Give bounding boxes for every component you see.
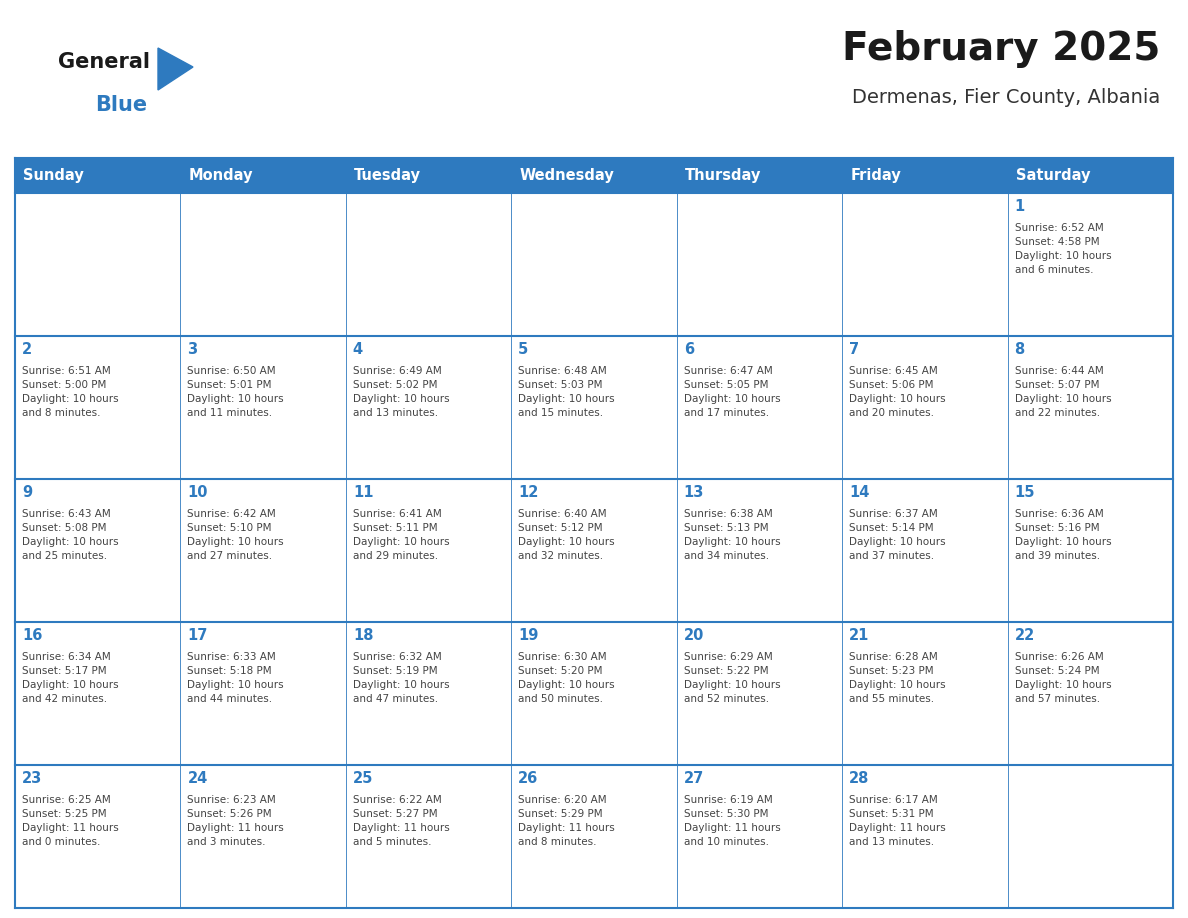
Text: Sunrise: 6:17 AM
Sunset: 5:31 PM
Daylight: 11 hours
and 13 minutes.: Sunrise: 6:17 AM Sunset: 5:31 PM Dayligh…: [849, 795, 946, 847]
Text: 19: 19: [518, 628, 538, 643]
Text: Sunrise: 6:25 AM
Sunset: 5:25 PM
Daylight: 11 hours
and 0 minutes.: Sunrise: 6:25 AM Sunset: 5:25 PM Dayligh…: [23, 795, 119, 847]
Text: 25: 25: [353, 771, 373, 786]
Text: 12: 12: [518, 485, 538, 500]
Text: Sunrise: 6:42 AM
Sunset: 5:10 PM
Daylight: 10 hours
and 27 minutes.: Sunrise: 6:42 AM Sunset: 5:10 PM Dayligh…: [188, 509, 284, 561]
Text: 7: 7: [849, 342, 859, 357]
Text: Wednesday: Wednesday: [519, 168, 614, 183]
Text: 15: 15: [1015, 485, 1035, 500]
Text: Sunrise: 6:19 AM
Sunset: 5:30 PM
Daylight: 11 hours
and 10 minutes.: Sunrise: 6:19 AM Sunset: 5:30 PM Dayligh…: [684, 795, 781, 847]
Text: Tuesday: Tuesday: [354, 168, 421, 183]
Text: Sunrise: 6:50 AM
Sunset: 5:01 PM
Daylight: 10 hours
and 11 minutes.: Sunrise: 6:50 AM Sunset: 5:01 PM Dayligh…: [188, 366, 284, 418]
Text: Sunrise: 6:20 AM
Sunset: 5:29 PM
Daylight: 11 hours
and 8 minutes.: Sunrise: 6:20 AM Sunset: 5:29 PM Dayligh…: [518, 795, 615, 847]
Text: 21: 21: [849, 628, 870, 643]
Text: 5: 5: [518, 342, 529, 357]
Text: Sunrise: 6:26 AM
Sunset: 5:24 PM
Daylight: 10 hours
and 57 minutes.: Sunrise: 6:26 AM Sunset: 5:24 PM Dayligh…: [1015, 652, 1111, 704]
Text: Sunrise: 6:37 AM
Sunset: 5:14 PM
Daylight: 10 hours
and 37 minutes.: Sunrise: 6:37 AM Sunset: 5:14 PM Dayligh…: [849, 509, 946, 561]
Text: 17: 17: [188, 628, 208, 643]
Text: Sunday: Sunday: [23, 168, 83, 183]
Text: Sunrise: 6:36 AM
Sunset: 5:16 PM
Daylight: 10 hours
and 39 minutes.: Sunrise: 6:36 AM Sunset: 5:16 PM Dayligh…: [1015, 509, 1111, 561]
Text: 14: 14: [849, 485, 870, 500]
Text: Sunrise: 6:33 AM
Sunset: 5:18 PM
Daylight: 10 hours
and 44 minutes.: Sunrise: 6:33 AM Sunset: 5:18 PM Dayligh…: [188, 652, 284, 704]
Text: Sunrise: 6:49 AM
Sunset: 5:02 PM
Daylight: 10 hours
and 13 minutes.: Sunrise: 6:49 AM Sunset: 5:02 PM Dayligh…: [353, 366, 449, 418]
Text: 4: 4: [353, 342, 364, 357]
Text: 11: 11: [353, 485, 373, 500]
Text: 9: 9: [23, 485, 32, 500]
Text: Sunrise: 6:41 AM
Sunset: 5:11 PM
Daylight: 10 hours
and 29 minutes.: Sunrise: 6:41 AM Sunset: 5:11 PM Dayligh…: [353, 509, 449, 561]
Text: Sunrise: 6:44 AM
Sunset: 5:07 PM
Daylight: 10 hours
and 22 minutes.: Sunrise: 6:44 AM Sunset: 5:07 PM Dayligh…: [1015, 366, 1111, 418]
Text: Sunrise: 6:38 AM
Sunset: 5:13 PM
Daylight: 10 hours
and 34 minutes.: Sunrise: 6:38 AM Sunset: 5:13 PM Dayligh…: [684, 509, 781, 561]
Text: 20: 20: [684, 628, 704, 643]
Text: Sunrise: 6:30 AM
Sunset: 5:20 PM
Daylight: 10 hours
and 50 minutes.: Sunrise: 6:30 AM Sunset: 5:20 PM Dayligh…: [518, 652, 615, 704]
Text: Sunrise: 6:43 AM
Sunset: 5:08 PM
Daylight: 10 hours
and 25 minutes.: Sunrise: 6:43 AM Sunset: 5:08 PM Dayligh…: [23, 509, 119, 561]
Text: Sunrise: 6:47 AM
Sunset: 5:05 PM
Daylight: 10 hours
and 17 minutes.: Sunrise: 6:47 AM Sunset: 5:05 PM Dayligh…: [684, 366, 781, 418]
Text: 6: 6: [684, 342, 694, 357]
Text: 2: 2: [23, 342, 32, 357]
Text: 8: 8: [1015, 342, 1025, 357]
Text: February 2025: February 2025: [841, 30, 1159, 68]
Text: 10: 10: [188, 485, 208, 500]
Text: Thursday: Thursday: [684, 168, 762, 183]
Text: 3: 3: [188, 342, 197, 357]
Text: 26: 26: [518, 771, 538, 786]
Text: 27: 27: [684, 771, 704, 786]
Text: 18: 18: [353, 628, 373, 643]
Text: 24: 24: [188, 771, 208, 786]
Text: Monday: Monday: [189, 168, 253, 183]
Text: Blue: Blue: [95, 95, 147, 115]
Text: Friday: Friday: [851, 168, 901, 183]
Text: 16: 16: [23, 628, 43, 643]
Text: Sunrise: 6:51 AM
Sunset: 5:00 PM
Daylight: 10 hours
and 8 minutes.: Sunrise: 6:51 AM Sunset: 5:00 PM Dayligh…: [23, 366, 119, 418]
Text: Saturday: Saturday: [1016, 168, 1091, 183]
Text: Sunrise: 6:23 AM
Sunset: 5:26 PM
Daylight: 11 hours
and 3 minutes.: Sunrise: 6:23 AM Sunset: 5:26 PM Dayligh…: [188, 795, 284, 847]
Text: Sunrise: 6:28 AM
Sunset: 5:23 PM
Daylight: 10 hours
and 55 minutes.: Sunrise: 6:28 AM Sunset: 5:23 PM Dayligh…: [849, 652, 946, 704]
Text: Dermenas, Fier County, Albania: Dermenas, Fier County, Albania: [852, 88, 1159, 107]
Text: Sunrise: 6:34 AM
Sunset: 5:17 PM
Daylight: 10 hours
and 42 minutes.: Sunrise: 6:34 AM Sunset: 5:17 PM Dayligh…: [23, 652, 119, 704]
Text: 22: 22: [1015, 628, 1035, 643]
Text: Sunrise: 6:32 AM
Sunset: 5:19 PM
Daylight: 10 hours
and 47 minutes.: Sunrise: 6:32 AM Sunset: 5:19 PM Dayligh…: [353, 652, 449, 704]
Text: Sunrise: 6:22 AM
Sunset: 5:27 PM
Daylight: 11 hours
and 5 minutes.: Sunrise: 6:22 AM Sunset: 5:27 PM Dayligh…: [353, 795, 449, 847]
Text: Sunrise: 6:45 AM
Sunset: 5:06 PM
Daylight: 10 hours
and 20 minutes.: Sunrise: 6:45 AM Sunset: 5:06 PM Dayligh…: [849, 366, 946, 418]
Text: 13: 13: [684, 485, 704, 500]
Text: 23: 23: [23, 771, 43, 786]
Text: General: General: [58, 52, 150, 72]
Text: Sunrise: 6:48 AM
Sunset: 5:03 PM
Daylight: 10 hours
and 15 minutes.: Sunrise: 6:48 AM Sunset: 5:03 PM Dayligh…: [518, 366, 615, 418]
Text: 1: 1: [1015, 199, 1025, 214]
Text: Sunrise: 6:40 AM
Sunset: 5:12 PM
Daylight: 10 hours
and 32 minutes.: Sunrise: 6:40 AM Sunset: 5:12 PM Dayligh…: [518, 509, 615, 561]
Text: Sunrise: 6:29 AM
Sunset: 5:22 PM
Daylight: 10 hours
and 52 minutes.: Sunrise: 6:29 AM Sunset: 5:22 PM Dayligh…: [684, 652, 781, 704]
Text: 28: 28: [849, 771, 870, 786]
Text: Sunrise: 6:52 AM
Sunset: 4:58 PM
Daylight: 10 hours
and 6 minutes.: Sunrise: 6:52 AM Sunset: 4:58 PM Dayligh…: [1015, 223, 1111, 274]
